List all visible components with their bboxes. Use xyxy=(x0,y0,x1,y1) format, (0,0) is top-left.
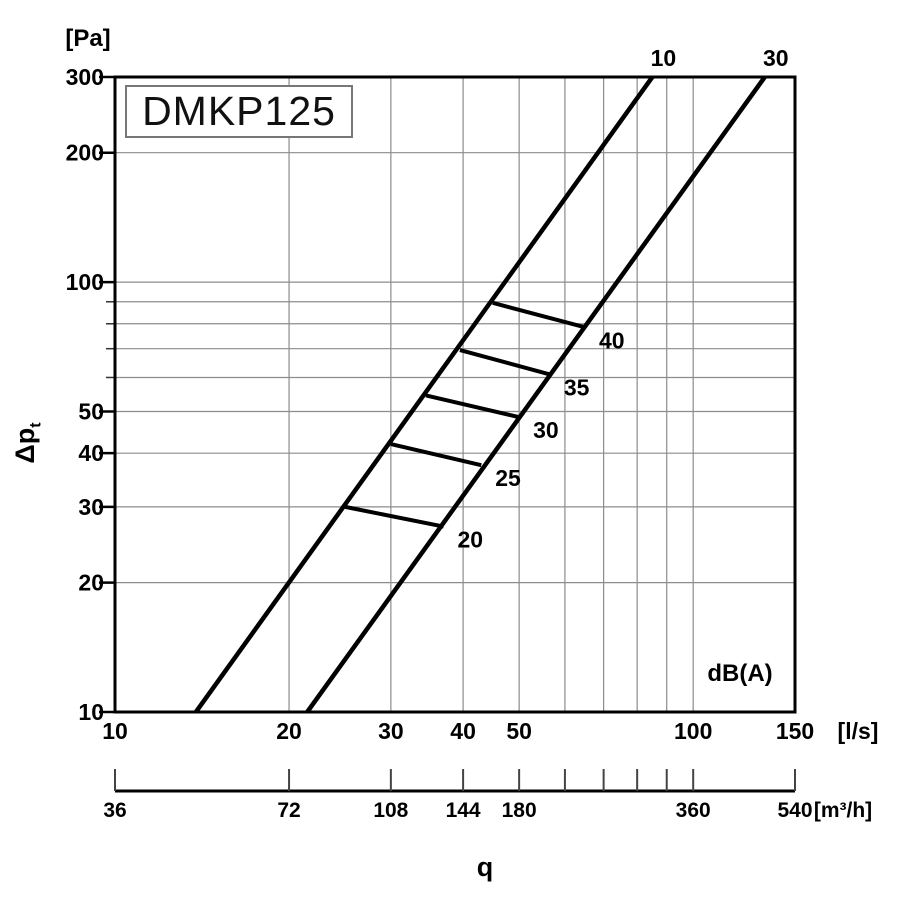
noise-rung-label-20: 20 xyxy=(458,527,484,553)
x-axis-title-label: q xyxy=(477,852,494,882)
y-tick-label-300: 300 xyxy=(66,64,104,90)
noise-rung-35 xyxy=(459,348,551,377)
noise-rung-30 xyxy=(425,393,520,420)
x-tick-label-100: 100 xyxy=(674,718,712,744)
product-title: DMKP125 xyxy=(142,88,336,134)
x-tick-label-40: 40 xyxy=(450,718,476,744)
y-tick-label-30: 30 xyxy=(78,494,104,520)
noise-rung-label-30: 30 xyxy=(533,417,559,443)
x-tick-label-30: 30 xyxy=(378,718,404,744)
noise-rung-40 xyxy=(492,300,586,330)
y-axis-unit-label: [Pa] xyxy=(65,25,110,52)
x-axis-unit-primary-label: [l/s] xyxy=(838,718,879,744)
secondary-tick-label-36: 36 xyxy=(103,799,126,822)
y-tick-label-200: 200 xyxy=(66,140,104,166)
y-axis-title: Δpt xyxy=(10,395,50,491)
x-tick-label-10: 10 xyxy=(102,718,128,744)
noise-rung-label-35: 35 xyxy=(564,374,590,400)
series-label-30: 30 xyxy=(763,45,789,71)
series-line-30 xyxy=(305,75,767,714)
x-tick-label-50: 50 xyxy=(506,718,532,744)
x-tick-label-20: 20 xyxy=(276,718,302,744)
secondary-tick-label-108: 108 xyxy=(373,799,408,822)
x-axis-unit-secondary-label: [m³/h] xyxy=(814,799,872,822)
plot-border xyxy=(113,75,797,714)
series-line-10 xyxy=(194,75,655,714)
secondary-tick-label-180: 180 xyxy=(502,799,537,822)
secondary-tick-label-72: 72 xyxy=(277,799,300,822)
noise-rung-25 xyxy=(390,442,482,468)
y-tick-label-100: 100 xyxy=(66,269,104,295)
y-axis-title-sub: t xyxy=(27,422,45,428)
secondary-tick-label-360: 360 xyxy=(676,799,711,822)
y-tick-label-50: 50 xyxy=(78,399,104,425)
noise-rung-label-40: 40 xyxy=(599,327,625,353)
y-tick-label-20: 20 xyxy=(78,570,104,596)
series-label-10: 10 xyxy=(651,45,677,71)
product-title-box: DMKP125 xyxy=(125,85,353,138)
noise-rung-20 xyxy=(344,504,444,529)
secondary-tick-label-144: 144 xyxy=(446,799,481,822)
y-axis-title-base: Δp xyxy=(10,427,40,464)
x-tick-label-150: 150 xyxy=(776,718,814,744)
noise-unit-label: dB(A) xyxy=(707,660,772,687)
y-tick-label-10: 10 xyxy=(78,699,104,725)
y-tick-label-40: 40 xyxy=(78,440,104,466)
noise-rung-label-25: 25 xyxy=(495,465,521,491)
secondary-tick-label-540: 540 xyxy=(777,799,812,822)
